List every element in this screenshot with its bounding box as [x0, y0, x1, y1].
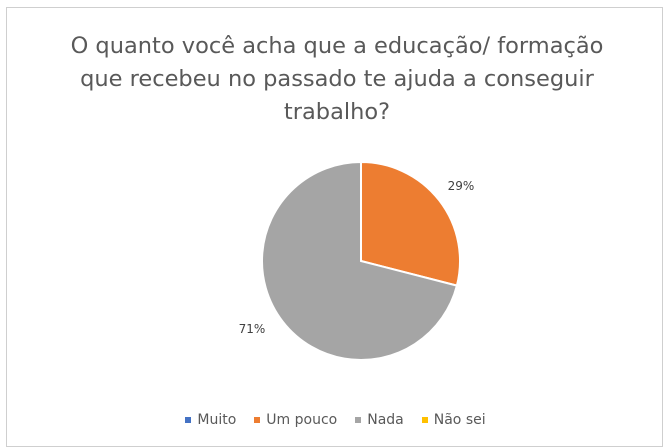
chart-frame: O quanto você acha que a educação/ forma…: [6, 7, 663, 447]
legend-item-um-pouco: Um pouco: [254, 412, 337, 428]
legend-item-nada: Nada: [355, 412, 404, 428]
pie-chart: 29% 71%: [239, 160, 475, 361]
legend: Muito Um pouco Nada Não sei: [7, 412, 664, 428]
pie-slice-um-pouco: [360, 160, 461, 287]
legend-swatch-muito: [185, 417, 192, 423]
legend-item-nao-sei: Não sei: [421, 412, 486, 428]
legend-swatch-nao-sei: [421, 417, 428, 423]
legend-label-nada: Nada: [367, 412, 404, 428]
data-label-um-pouco: 29%: [448, 179, 475, 193]
data-label-nada: 71%: [239, 322, 266, 336]
legend-label-um-pouco: Um pouco: [266, 412, 338, 428]
legend-label-muito: Muito: [197, 412, 237, 428]
pie-slices: [261, 160, 461, 361]
pie-slice-nada: [261, 160, 459, 361]
chart-title: O quanto você acha que a educação/ forma…: [70, 33, 604, 125]
legend-swatch-um-pouco: [254, 417, 261, 423]
pie-labels: 29% 71%: [239, 179, 475, 336]
legend-label-nao-sei: Não sei: [433, 412, 486, 428]
legend-swatch-nada: [355, 417, 362, 423]
legend-item-muito: Muito: [185, 412, 236, 428]
